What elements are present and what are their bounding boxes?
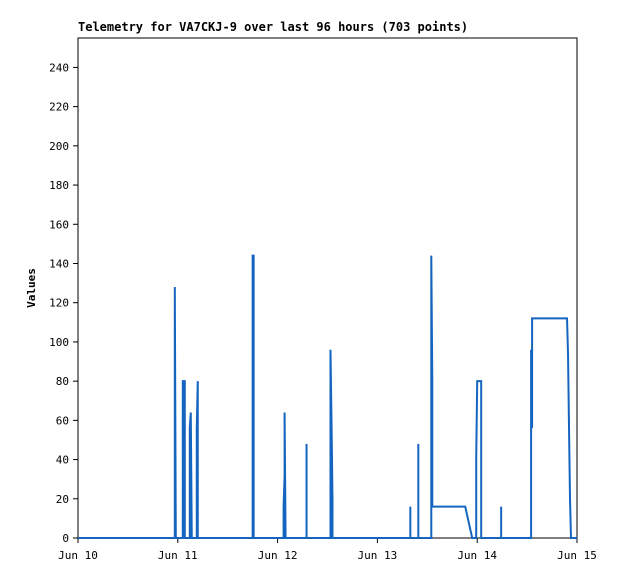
y-tick-label: 20	[56, 493, 69, 506]
y-tick-label: 200	[49, 140, 69, 153]
y-tick-label: 140	[49, 257, 69, 270]
x-tick-label: Jun 11	[158, 549, 198, 562]
y-tick-label: 160	[49, 218, 69, 231]
y-tick-label: 180	[49, 179, 69, 192]
y-tick-label: 0	[62, 532, 69, 545]
x-tick-label: Jun 15	[557, 549, 597, 562]
y-tick-label: 120	[49, 297, 69, 310]
chart-title: Telemetry for VA7CKJ-9 over last 96 hour…	[78, 20, 468, 34]
y-tick-label: 240	[49, 61, 69, 74]
x-tick-label: Jun 13	[358, 549, 398, 562]
y-tick-label: 100	[49, 336, 69, 349]
x-tick-label: Jun 12	[258, 549, 298, 562]
data-line	[78, 254, 577, 539]
x-tick-label: Jun 14	[457, 549, 497, 562]
x-tick-label: Jun 10	[58, 549, 98, 562]
y-axis-label: Values	[25, 268, 38, 308]
y-tick-label: 40	[56, 454, 69, 467]
y-tick-label: 60	[56, 414, 69, 427]
y-tick-label: 80	[56, 375, 69, 388]
y-tick-label: 220	[49, 101, 69, 114]
